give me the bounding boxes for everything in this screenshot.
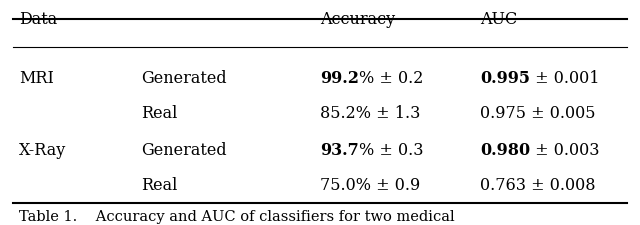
Text: 75.0% ± 0.9: 75.0% ± 0.9 [320,177,420,194]
Text: Data: Data [19,11,58,28]
Text: ± 0.003: ± 0.003 [530,142,600,159]
Text: 0.763 ± 0.008: 0.763 ± 0.008 [480,177,595,194]
Text: 93.7: 93.7 [320,142,359,159]
Text: % ± 0.3: % ± 0.3 [359,142,423,159]
Text: 99.2: 99.2 [320,70,359,87]
Text: Real: Real [141,105,177,122]
Text: 0.995: 0.995 [480,70,530,87]
Text: X-Ray: X-Ray [19,142,67,159]
Text: MRI: MRI [19,70,54,87]
Text: AUC: AUC [480,11,517,28]
Text: 0.980: 0.980 [480,142,530,159]
Text: % ± 0.2: % ± 0.2 [359,70,424,87]
Text: Generated: Generated [141,70,227,87]
Text: 0.975 ± 0.005: 0.975 ± 0.005 [480,105,595,122]
Text: ± 0.001: ± 0.001 [530,70,600,87]
Text: 85.2% ± 1.3: 85.2% ± 1.3 [320,105,420,122]
Text: Generated: Generated [141,142,227,159]
Text: Accuracy: Accuracy [320,11,395,28]
Text: Table 1.    Accuracy and AUC of classifiers for two medical: Table 1. Accuracy and AUC of classifiers… [19,209,455,223]
Text: Real: Real [141,177,177,194]
